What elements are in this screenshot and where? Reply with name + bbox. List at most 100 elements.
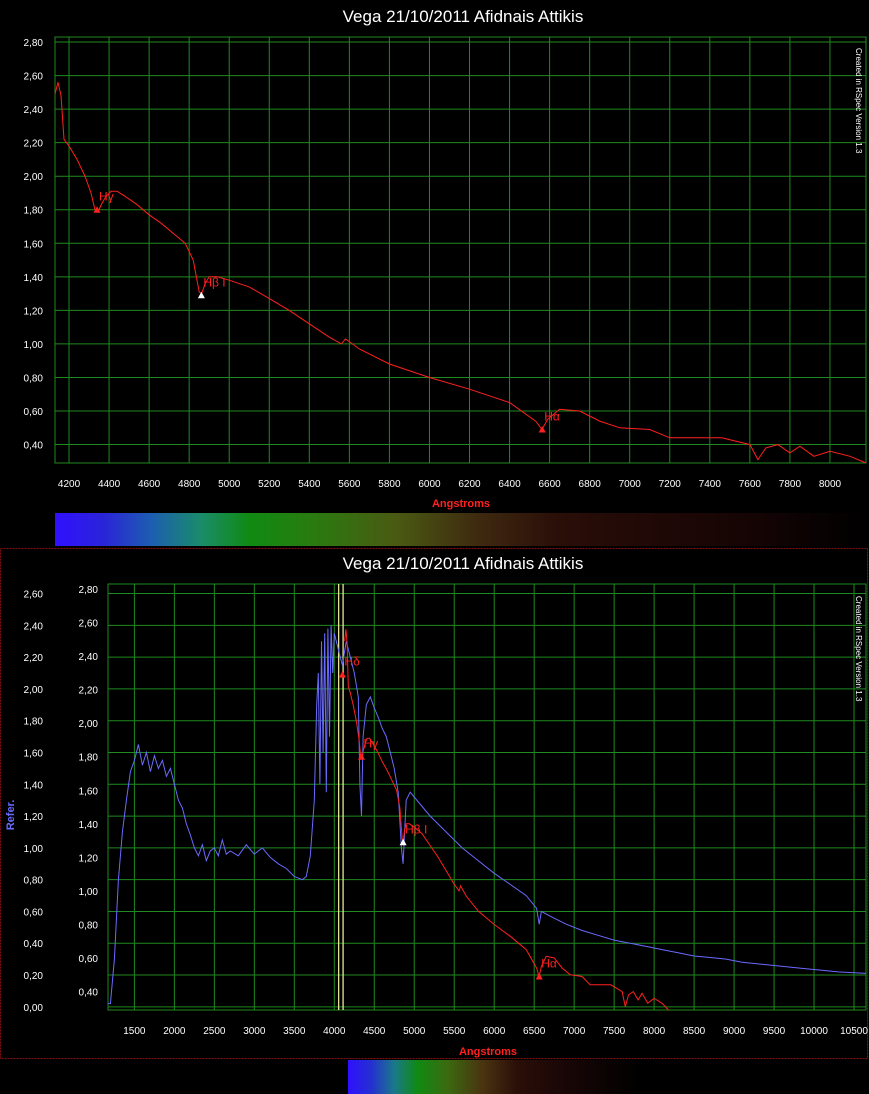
chart-2-y-tick-label: 2,60 — [24, 590, 44, 601]
chart-2-right-y-tick-label: 2,60 — [79, 619, 99, 630]
chart-2-right-y-ticks: 0,40 0,60 0,80 1,00 1,20 1,40 1,60 1,80 2,00 2,20… — [79, 585, 99, 999]
chart-1-x-tick-label: 6000 — [418, 479, 441, 490]
chart-2-x-tick-label: 7000 — [563, 1026, 586, 1037]
chart-2-annotation-label: Hγ — [363, 737, 378, 751]
chart-2-spectrum-strip — [348, 1060, 640, 1094]
chart-2-y-tick-label: 2,20 — [24, 653, 44, 664]
chart-1-x-tick-label: 6400 — [498, 479, 521, 490]
chart-2-reference-series-line — [108, 625, 867, 1005]
chart-2-x-tick-label: 1500 — [123, 1026, 146, 1037]
chart-1-title: Vega 21/10/2011 Afidnais Attikis — [343, 7, 584, 26]
chart-2-x-tick-label: 3500 — [283, 1026, 306, 1037]
chart-1-x-ticks: 4200 4400 4600 4800 5000 5200 5400 5600 5800 6000… — [58, 479, 842, 490]
chart-2-right-y-tick-label: 2,20 — [79, 686, 99, 697]
chart-1-annotation-label: Hβ I — [203, 275, 225, 289]
chart-2-x-tick-label: 8500 — [683, 1026, 706, 1037]
chart-2-right-y-tick-label: 0,60 — [79, 954, 99, 965]
chart-1-x-tick-label: 7800 — [779, 479, 802, 490]
chart-1-grid-frame — [54, 36, 867, 464]
chart-2-y-tick-label: 1,60 — [24, 748, 44, 759]
chart-1-x-tick-label: 8000 — [819, 479, 842, 490]
chart-2-right-y-tick-label: 0,40 — [79, 988, 99, 999]
chart-2-x-tick-label: 9500 — [763, 1026, 786, 1037]
chart-2-line-marker — [399, 838, 407, 846]
chart-1-annotations: Hγ Hβ I Hα — [93, 190, 560, 433]
chart-2-y-tick-label: 1,00 — [24, 844, 44, 855]
chart-2-x-tick-label: 4500 — [363, 1026, 386, 1037]
chart-1-watermark: Created in RSpec Version 1.3 — [854, 48, 863, 154]
chart-2-x-tick-label: 2000 — [163, 1026, 186, 1037]
chart-2-x-tick-label: 10500 — [840, 1026, 868, 1037]
chart-1-line-marker — [197, 291, 205, 299]
chart-2-x-axis-label: Angstroms — [459, 1046, 517, 1058]
chart-1-x-tick-label: 6800 — [579, 479, 602, 490]
chart-2-y-tick-label: 0,20 — [24, 971, 44, 982]
chart-1-x-tick-label: 6200 — [458, 479, 481, 490]
chart-1-x-tick-label: 4800 — [178, 479, 201, 490]
chart-1-annotation-label: Hγ — [99, 190, 114, 204]
chart-2-y-tick-label: 2,00 — [24, 685, 44, 696]
chart-2-x-tick-label: 10000 — [800, 1026, 828, 1037]
chart-1: Vega 21/10/2011 Afidnais Attikis 0,40 0,6… — [24, 7, 867, 546]
chart-2-y-tick-label: 0,40 — [24, 939, 44, 950]
chart-2-x-tick-label: 6500 — [523, 1026, 546, 1037]
chart-1-x-tick-label: 4600 — [138, 479, 161, 490]
chart-2-title: Vega 21/10/2011 Afidnais Attikis — [343, 554, 584, 573]
chart-2-right-y-tick-label: 0,80 — [79, 920, 99, 931]
chart-1-x-tick-label: 4200 — [58, 479, 81, 490]
chart-2-line-marker — [338, 671, 346, 678]
chart-1-x-tick-label: 7000 — [619, 479, 642, 490]
chart-1-spectrum-strip — [55, 513, 866, 546]
chart-2-y-tick-label: 1,20 — [24, 812, 44, 823]
chart-1-line-marker — [93, 206, 101, 213]
chart-1-y-tick-label: 1,00 — [24, 340, 44, 351]
chart-1-x-tick-label: 5200 — [258, 479, 281, 490]
chart-1-y-tick-label: 1,60 — [24, 239, 44, 250]
chart-1-y-tick-label: 1,20 — [24, 306, 44, 317]
chart-2-right-y-tick-label: 1,00 — [79, 887, 99, 898]
chart-2-grid — [107, 583, 867, 1011]
chart-2-annotation-label: Hβ I — [405, 822, 427, 836]
chart-2-x-tick-label: 4000 — [323, 1026, 346, 1037]
chart-2-right-y-tick-label: 2,80 — [79, 585, 99, 596]
chart-1-y-tick-label: 1,80 — [24, 206, 44, 217]
chart-1-x-tick-label: 7400 — [699, 479, 722, 490]
chart-1-x-tick-label: 7200 — [659, 479, 682, 490]
chart-1-x-tick-label: 4400 — [98, 479, 121, 490]
chart-1-series-line — [54, 82, 867, 464]
chart-2-x-ticks: 1500 2000 2500 3000 3500 4000 4500 5000 5500 6000… — [123, 1026, 868, 1037]
chart-2-right-y-tick-label: 1,20 — [79, 853, 99, 864]
chart-2-x-tick-label: 2500 — [203, 1026, 226, 1037]
chart-2-right-y-tick-label: 2,00 — [79, 719, 99, 730]
chart-1-line-marker — [538, 425, 546, 433]
chart-2-x-tick-label: 6000 — [483, 1026, 506, 1037]
chart-1-x-tick-label: 5000 — [218, 479, 241, 490]
chart-2-y-tick-label: 0,00 — [24, 1003, 44, 1014]
chart-2-x-tick-label: 9000 — [723, 1026, 746, 1037]
chart-2-y-tick-label: 2,40 — [24, 621, 44, 632]
chart-1-y-tick-label: 2,60 — [24, 72, 44, 83]
chart-2-vertical-lines — [338, 584, 344, 1010]
chart-1-x-tick-label: 7600 — [739, 479, 762, 490]
chart-1-y-tick-label: 0,80 — [24, 373, 44, 384]
chart-2-right-y-tick-label: 1,60 — [79, 786, 99, 797]
chart-2-annotations: Hδ Hγ Hβ I Hα — [338, 655, 557, 980]
chart-1-grid — [54, 36, 867, 464]
chart-2-x-tick-label: 5000 — [403, 1026, 426, 1037]
chart-2-y-tick-label: 1,80 — [24, 717, 44, 728]
chart-1-x-tick-label: 5400 — [298, 479, 321, 490]
chart-1-y-tick-label: 2,00 — [24, 172, 44, 183]
chart-2-y-tick-label: 1,40 — [24, 780, 44, 791]
chart-2-right-y-tick-label: 2,40 — [79, 652, 99, 663]
chart-2-x-tick-label: 8000 — [643, 1026, 666, 1037]
chart-2-spectrum-series-line — [344, 629, 669, 1011]
chart-2-right-y-tick-label: 1,40 — [79, 820, 99, 831]
chart-1-x-axis-label: Angstroms — [432, 498, 490, 510]
chart-2-right-y-tick-label: 1,80 — [79, 753, 99, 764]
chart-1-x-tick-label: 6600 — [538, 479, 561, 490]
chart-2-plot-area — [108, 584, 866, 1010]
chart-2-y-tick-label: 0,80 — [24, 876, 44, 887]
chart-2-y-axis-label: Refer. — [5, 800, 17, 831]
chart-2-left-y-ticks: 0,00 0,20 0,40 0,60 0,80 1,00 1,20 1,40 1,60 1,80… — [24, 590, 44, 1014]
